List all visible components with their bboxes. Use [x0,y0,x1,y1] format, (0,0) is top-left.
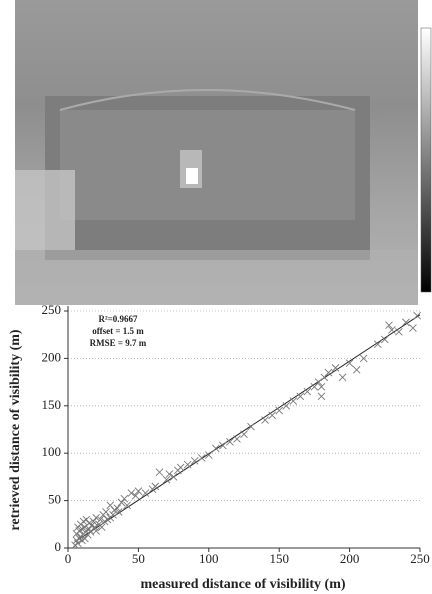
point [226,438,234,446]
point [261,416,269,424]
point [120,494,129,503]
point [89,517,98,526]
point [395,328,403,336]
point [204,451,213,459]
point [352,365,361,374]
thermal-image [15,0,418,305]
point [373,340,382,348]
x-tick-label: 150 [269,551,289,566]
point [338,373,347,382]
point [380,335,389,344]
y-tick-label: 0 [55,539,62,554]
point [96,515,105,524]
point [324,368,333,377]
point [151,482,160,491]
point [413,311,422,320]
point [289,397,298,405]
point [127,489,136,497]
point [134,487,143,495]
point [117,498,126,507]
point [331,364,340,372]
fit-line [74,314,421,543]
point [190,456,199,465]
x-tick-label: 100 [199,551,219,566]
point [155,468,164,476]
point [176,463,185,472]
point [123,501,131,510]
point [97,523,106,531]
annotation: offset = 1.5 m [92,326,144,336]
point [102,508,110,516]
point [219,441,227,450]
point [296,392,305,401]
scatter-plot: 0 50 100 150 200 250 0 50 100 150 200 250 [42,302,430,566]
point [359,354,368,363]
point [303,387,312,396]
point [162,475,171,484]
colorbar [420,27,432,293]
y-tick-label: 100 [42,444,62,459]
x-tick-label: 50 [132,551,145,566]
point [388,326,396,334]
point [240,430,248,439]
x-axis-label: measured distance of visibility (m) [140,577,345,592]
point [275,406,284,415]
point [268,411,276,420]
point [165,470,174,478]
point [92,527,100,535]
point [114,508,123,516]
point [197,454,206,462]
point [141,489,150,497]
point [385,321,393,330]
point [183,460,192,469]
x-tick-label: 250 [410,551,430,566]
point [74,539,82,548]
point [282,401,291,410]
y-tick-label: 150 [42,397,62,412]
x-tick-label: 200 [340,551,360,566]
point [92,513,100,522]
y-axis-label: retrieved distance of visibility (m) [8,329,23,530]
point [314,378,323,386]
point [409,324,417,332]
annotation: RMSE = 9.7 m [90,338,147,348]
point [169,473,178,481]
y-tick-label: 50 [48,492,61,507]
point [345,359,354,367]
point [317,383,326,391]
point [212,444,220,453]
point [317,392,326,401]
y-tick-label: 200 [42,349,62,364]
point [109,511,117,519]
point [81,534,89,543]
point [247,422,255,431]
x-tick-label: 0 [65,551,72,566]
y-tick-label: 250 [42,302,62,317]
annotation: R²=0.9667 [98,314,138,324]
point [233,435,241,443]
point [402,318,410,327]
point [131,492,140,500]
